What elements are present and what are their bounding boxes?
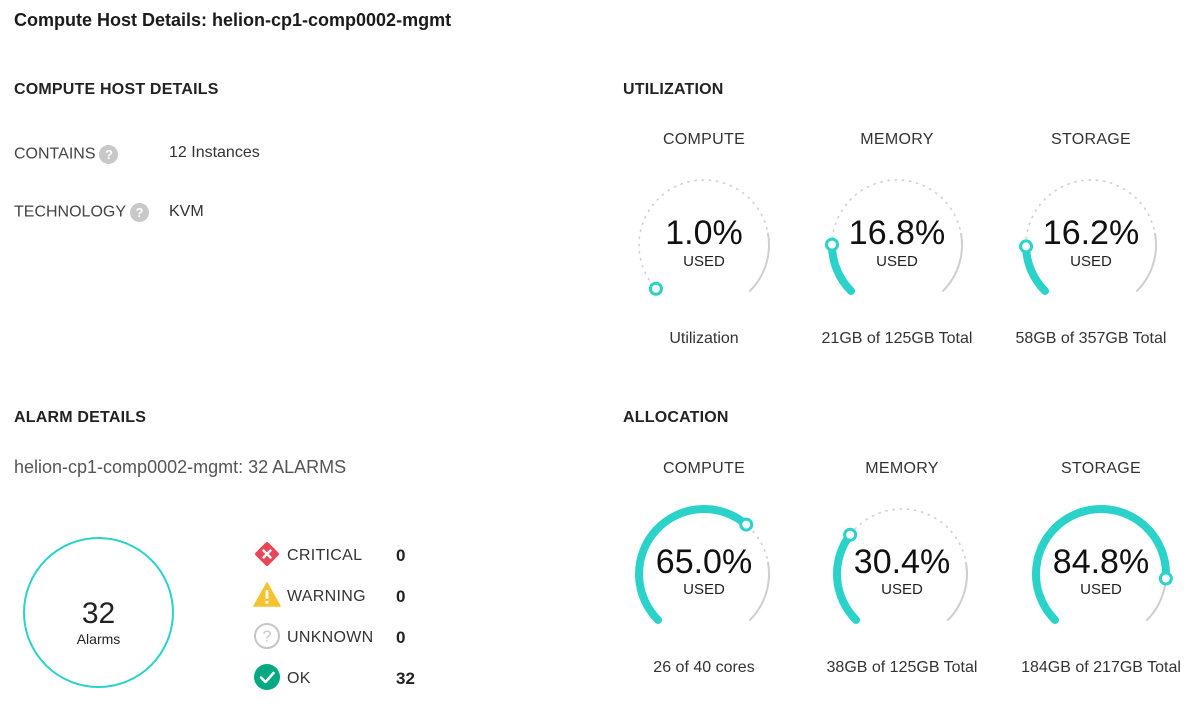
- gauge-value-arc: [635, 505, 751, 624]
- alarm-summary: helion-cp1-comp0002-mgmt: 32 ALARMS: [14, 457, 347, 477]
- gauge-value-arc: [1032, 504, 1170, 624]
- gauge-marker: [739, 517, 754, 532]
- gauge-percent: 16.2%: [1042, 214, 1140, 252]
- status-name: UNKNOWN: [287, 629, 374, 646]
- gauge-used-label: USED: [876, 253, 918, 270]
- gauge-ring: [635, 505, 770, 624]
- status-row-ok[interactable]: OK 32: [253, 663, 433, 693]
- help-icon[interactable]: ?: [99, 145, 119, 164]
- gauge-title: COMPUTE: [662, 460, 746, 477]
- help-icon[interactable]: ?: [130, 203, 150, 222]
- gauge-tail: [748, 232, 770, 292]
- critical-icon: [255, 542, 279, 566]
- gauge-used-label: USED: [1070, 253, 1112, 270]
- gauge-percent: 1.0%: [665, 214, 743, 252]
- status-name: OK: [287, 670, 311, 687]
- technology-value: KVM: [169, 203, 204, 220]
- warning-icon: [253, 582, 281, 607]
- gauge-value-arc: [833, 530, 861, 624]
- gauge-used-label: USED: [683, 253, 725, 270]
- status-name: CRITICAL: [287, 547, 363, 564]
- alarm-details-title: ALARM DETAILS: [14, 409, 147, 426]
- alarm-total-count: 32: [81, 597, 116, 630]
- status-row-unknown[interactable]: ? UNKNOWN 0: [253, 622, 433, 652]
- gauge-footer: 21GB of 125GB Total: [821, 330, 973, 347]
- technology-label: TECHNOLOGY?: [14, 203, 150, 222]
- gauge-title: STORAGE: [1060, 460, 1142, 477]
- gauge-ring: [833, 508, 968, 624]
- contains-label: CONTAINS?: [14, 145, 119, 164]
- gauge-used-label: USED: [683, 581, 725, 598]
- gauge-ring: [825, 179, 963, 295]
- gauge-title: STORAGE: [1050, 131, 1132, 148]
- gauge-title: COMPUTE: [662, 131, 746, 148]
- status-count: 0: [396, 587, 406, 606]
- gauge-used-label: USED: [881, 581, 923, 598]
- technology-label-text: TECHNOLOGY: [14, 203, 127, 221]
- ok-icon: [254, 664, 280, 690]
- gauge-marker: [825, 237, 839, 252]
- status-count: 0: [396, 628, 406, 647]
- alarm-total-label: Alarms: [76, 631, 121, 647]
- contains-value: 12 Instances: [169, 144, 260, 161]
- gauge-ring: [638, 179, 770, 296]
- unknown-icon: ?: [254, 623, 280, 649]
- gauge-tail: [946, 561, 968, 621]
- gauge-tail: [748, 561, 770, 621]
- alarm-total-ring[interactable]: 32 Alarms: [23, 537, 174, 688]
- utilization-title: UTILIZATION: [623, 81, 724, 98]
- contains-label-text: CONTAINS: [14, 145, 96, 163]
- gauge-percent: 16.8%: [848, 214, 946, 252]
- gauge-percent: 84.8%: [1052, 543, 1150, 581]
- gauge-ring: [1019, 179, 1157, 295]
- status-count: 0: [396, 546, 406, 565]
- gauge-marker: [843, 527, 858, 542]
- allocation-title: ALLOCATION: [623, 409, 729, 426]
- gauge-marker: [1158, 571, 1173, 586]
- host-details-title: COMPUTE HOST DETAILS: [14, 81, 219, 98]
- gauge-tail: [1135, 232, 1157, 292]
- gauge-footer: 58GB of 357GB Total: [1015, 330, 1167, 347]
- status-row-critical[interactable]: CRITICAL 0: [253, 540, 433, 570]
- status-row-warning[interactable]: WARNING 0: [253, 581, 433, 611]
- gauge-footer: 38GB of 125GB Total: [826, 659, 978, 676]
- gauge-title: MEMORY: [860, 131, 934, 148]
- status-name: WARNING: [287, 588, 366, 605]
- gauge-footer: 26 of 40 cores: [653, 659, 755, 676]
- svg-text:?: ?: [263, 629, 272, 646]
- gauge-percent: 30.4%: [853, 543, 951, 581]
- gauge-marker: [1019, 239, 1034, 254]
- status-count: 32: [396, 669, 415, 688]
- gauge-footer: 184GB of 217GB Total: [1021, 659, 1181, 676]
- gauge-ring: [1032, 504, 1173, 624]
- gauge-percent: 65.0%: [655, 543, 753, 581]
- gauge-marker: [648, 281, 663, 296]
- gauge-used-label: USED: [1080, 581, 1122, 598]
- gauge-title: MEMORY: [865, 460, 939, 477]
- gauge-tail: [941, 232, 963, 292]
- gauge-footer: Utilization: [669, 330, 739, 347]
- page-title: Compute Host Details: helion-cp1-comp000…: [14, 10, 452, 30]
